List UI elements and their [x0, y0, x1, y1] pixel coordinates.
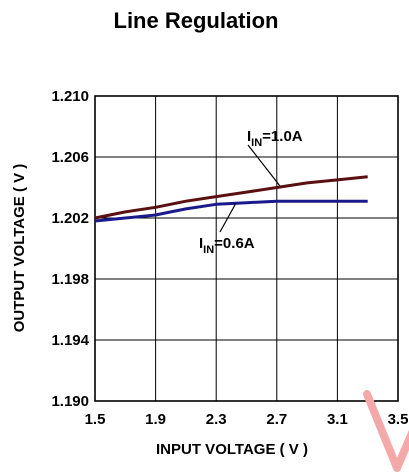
- x-axis-label: INPUT VOLTAGE ( V ): [156, 441, 308, 458]
- y-tick-label: 1.206: [51, 149, 89, 166]
- x-tick-label: 1.9: [145, 411, 166, 428]
- series-label-1a-rest: =1.0A: [262, 128, 303, 145]
- x-tick-label: 2.7: [266, 411, 287, 428]
- x-tick-label: 1.5: [85, 411, 106, 428]
- y-tick-label: 1.198: [51, 271, 89, 288]
- series-label-06a-sub: IN: [203, 244, 214, 256]
- chart-title: Line Regulation: [114, 8, 279, 33]
- series-label-06a: IIN=0.6A: [199, 235, 255, 256]
- y-axis-ticks: 1.210 1.206 1.202 1.198 1.194 1.190: [51, 88, 89, 410]
- series-lines: [94, 175, 368, 223]
- annotation-leader-1a: [247, 144, 281, 187]
- y-tick-label: 1.194: [51, 332, 89, 349]
- y-axis-label: OUTPUT VOLTAGE ( V ): [11, 164, 28, 333]
- plot-frame: [94, 95, 399, 402]
- x-tick-label: 3.5: [388, 411, 409, 428]
- series-label-06a-main: I: [199, 235, 203, 252]
- x-tick-label: 2.3: [206, 411, 227, 428]
- series-label-1a: IIN=1.0A: [247, 128, 303, 149]
- series-label-1a-sub: IN: [251, 137, 262, 149]
- watermark-stroke-icon: [363, 390, 409, 472]
- annotation-leader-06a: [219, 202, 237, 233]
- series-line-06a: [94, 199, 368, 223]
- series-line-1a: [94, 175, 368, 220]
- y-tick-label: 1.210: [51, 88, 89, 105]
- series-label-1a-main: I: [247, 128, 251, 145]
- x-axis-ticks: 1.5 1.9 2.3 2.7 3.1 3.5: [85, 411, 409, 428]
- series-label-06a-rest: =0.6A: [214, 235, 255, 252]
- y-tick-label: 1.202: [51, 210, 89, 227]
- x-tick-label: 3.1: [327, 411, 348, 428]
- y-tick-label: 1.190: [51, 393, 89, 410]
